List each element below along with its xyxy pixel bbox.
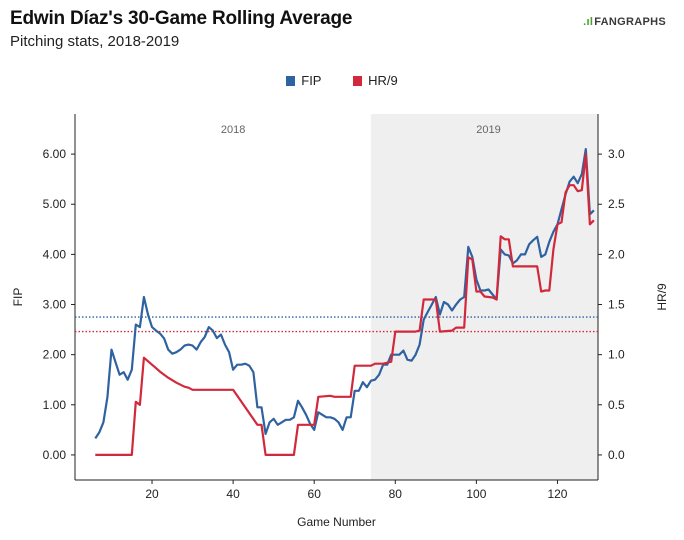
y-left-tick-label: 3.00 <box>43 298 67 312</box>
x-tick-label: 40 <box>226 487 240 501</box>
chart-legend: FIP HR/9 <box>0 73 684 88</box>
y-left-tick-label: 4.00 <box>43 247 67 261</box>
legend-label-hr9: HR/9 <box>368 73 398 88</box>
x-axis-title: Game Number <box>297 515 376 529</box>
y-left-axis-title: FIP <box>11 288 25 307</box>
legend-item-fip: FIP <box>286 73 321 88</box>
y-right-tick-label: 2.5 <box>608 197 625 211</box>
chart-subtitle: Pitching stats, 2018-2019 <box>10 33 180 50</box>
x-tick-label: 20 <box>145 487 159 501</box>
y-right-tick-label: 2.0 <box>608 247 625 261</box>
x-tick-label: 120 <box>547 487 567 501</box>
legend-swatch-fip <box>286 76 296 86</box>
x-tick-label: 80 <box>389 487 403 501</box>
legend-label-fip: FIP <box>301 73 322 88</box>
series-line-hr9 <box>95 153 595 456</box>
y-right-tick-label: 1.5 <box>608 298 625 312</box>
legend-item-hr9: HR/9 <box>353 73 398 88</box>
y-left-tick-label: 1.00 <box>43 398 67 412</box>
logo-bars-icon: .ıl <box>583 16 594 28</box>
x-tick-label: 100 <box>466 487 486 501</box>
y-right-tick-label: 0.0 <box>608 448 625 462</box>
fangraphs-logo: .ılFANGRAPHS <box>583 16 666 28</box>
logo-text: FANGRAPHS <box>594 16 666 28</box>
y-left-tick-label: 2.00 <box>43 348 67 362</box>
y-right-axis-title: HR/9 <box>655 283 669 311</box>
season-label-2018: 2018 <box>221 124 245 136</box>
y-right-tick-label: 1.0 <box>608 348 625 362</box>
y-right-tick-label: 0.5 <box>608 398 625 412</box>
y-left-tick-label: 5.00 <box>43 197 67 211</box>
legend-swatch-hr9 <box>353 76 363 86</box>
y-left-tick-label: 6.00 <box>43 147 67 161</box>
y-right-tick-label: 3.0 <box>608 147 625 161</box>
x-tick-label: 60 <box>308 487 322 501</box>
y-left-tick-label: 0.00 <box>43 448 67 462</box>
season-label-2019: 2019 <box>476 124 500 136</box>
chart-title: Edwin Díaz's 30-Game Rolling Average <box>10 8 353 29</box>
